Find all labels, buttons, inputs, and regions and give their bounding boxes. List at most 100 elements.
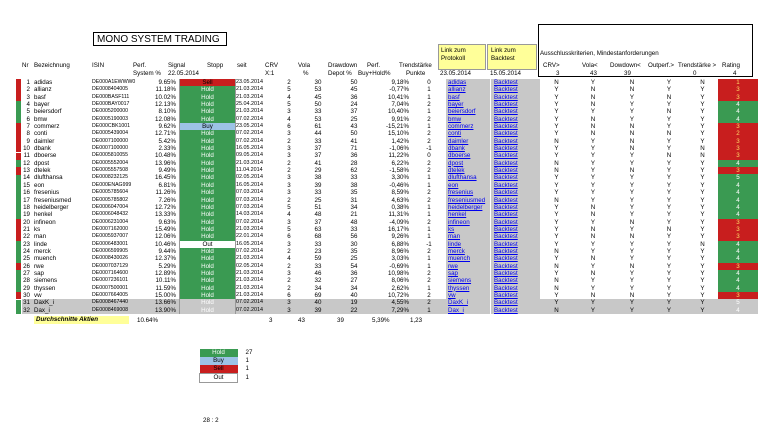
row-backtest-link[interactable]: Backtest (490, 211, 540, 219)
row-seit: 23.05.2014 (236, 123, 263, 130)
row-backtest-link[interactable]: Backtest (490, 203, 540, 212)
row-backtest-link[interactable]: Backtest (490, 277, 540, 285)
row-backtest-link[interactable]: Backtest (490, 137, 540, 146)
row-protokoll-link[interactable]: linde (446, 240, 491, 248)
row-nr: 3 (26, 93, 30, 101)
criteria-trend: Trendstärke > (678, 62, 717, 69)
row-buyhold: 10,41% (388, 93, 409, 101)
row-crit-crv: N (554, 79, 559, 86)
row-protokoll-link[interactable]: dlufthansa (446, 174, 491, 182)
row-backtest-link[interactable]: Backtest (490, 167, 540, 175)
header-crv-1: CRV (265, 62, 278, 69)
protokoll-header-1: Link zum (441, 47, 466, 54)
row-backtest-link[interactable]: Backtest (490, 145, 540, 153)
row-protokoll-link[interactable]: Dax_i (446, 306, 491, 314)
row-crit-outperf: Y (666, 79, 672, 86)
row-protokoll-link[interactable]: adidas (446, 79, 491, 87)
row-backtest-link[interactable]: Backtest (490, 108, 540, 116)
row-backtest-link[interactable]: Backtest (490, 115, 540, 124)
row-name: basf (34, 93, 46, 101)
row-protokoll-link[interactable]: bmw (446, 115, 491, 124)
row-backtest-link[interactable]: Backtest (490, 174, 540, 182)
row-buyhold: -0,69% (389, 262, 409, 270)
row-protokoll-link[interactable]: bayer (446, 101, 491, 109)
row-buyhold: 15,10% (388, 130, 409, 138)
row-crit-drawdown: Y (629, 196, 635, 204)
row-rating: 4 (718, 306, 758, 314)
row-backtest-link[interactable]: Backtest (490, 247, 540, 256)
row-backtest-link[interactable]: Backtest (490, 123, 540, 131)
row-backtest-link[interactable]: Backtest (490, 159, 540, 168)
row-protokoll-link[interactable]: sap (446, 269, 491, 278)
row-protokoll-link[interactable]: rwe (446, 262, 491, 270)
row-backtest-link[interactable]: Backtest (490, 196, 540, 204)
row-protokoll-link[interactable]: conti (446, 130, 491, 138)
row-drawdown: 33 (350, 174, 358, 182)
row-protokoll-link[interactable]: henkel (446, 211, 491, 219)
row-isin: DE0007037129 (92, 262, 129, 269)
row-protokoll-link[interactable]: allianz (446, 86, 491, 94)
row-protokoll-link[interactable]: fresenius (446, 189, 491, 197)
row-protokoll-link[interactable]: infineon (446, 218, 491, 226)
row-protokoll-link[interactable]: dbank (446, 145, 491, 153)
row-backtest-link[interactable]: Backtest (490, 218, 540, 226)
row-backtest-link[interactable]: Backtest (490, 306, 540, 314)
row-seit: 07.02.2014 (236, 137, 263, 144)
row-isin: DE0005439004 (92, 130, 129, 137)
row-vola: 37 (314, 152, 322, 160)
row-protokoll-link[interactable]: dboerse (446, 152, 491, 160)
row-backtest-link[interactable]: Backtest (490, 93, 540, 102)
row-crit-drawdown: Y (629, 108, 635, 116)
row-protokoll-link[interactable]: freseniusmed (446, 196, 491, 204)
row-backtest-link[interactable]: Backtest (490, 284, 540, 292)
row-vola: 25 (314, 196, 322, 204)
row-perf: 9.63% (158, 218, 176, 226)
row-crit-drawdown: Y (629, 189, 635, 197)
row-backtest-link[interactable]: Backtest (490, 269, 540, 278)
row-buyhold: -1,58% (389, 167, 409, 175)
row-backtest-link[interactable]: Backtest (490, 189, 540, 197)
row-backtest-link[interactable]: Backtest (490, 101, 540, 109)
row-backtest-link[interactable]: Backtest (490, 86, 540, 94)
row-protokoll-link[interactable]: basf (446, 93, 491, 102)
row-buyhold: 10,40% (388, 108, 409, 116)
row-protokoll-link[interactable]: merck (446, 247, 491, 256)
row-protokoll-link[interactable]: siemens (446, 277, 491, 285)
row-protokoll-link[interactable]: daimler (446, 137, 491, 146)
row-protokoll-link[interactable]: heidelberger (446, 203, 491, 212)
row-backtest-link[interactable]: Backtest (490, 240, 540, 248)
row-backtest-link[interactable]: Backtest (490, 262, 540, 270)
row-backtest-link[interactable]: Backtest (490, 233, 540, 241)
row-protokoll-link[interactable]: dtelek (446, 167, 491, 175)
row-crv: 5 (287, 203, 291, 211)
row-protokoll-link[interactable]: ks (446, 225, 491, 234)
row-isin: DE0007236101 (92, 277, 129, 284)
row-backtest-link[interactable]: Backtest (490, 130, 540, 138)
row-backtest-link[interactable]: Backtest (490, 152, 540, 160)
row-backtest-link[interactable]: Backtest (490, 291, 540, 300)
row-protokoll-link[interactable]: commerz (446, 123, 491, 131)
row-backtest-link[interactable]: Backtest (490, 79, 540, 87)
row-protokoll-link[interactable]: DaxK_i (446, 299, 491, 307)
row-marker (16, 292, 21, 300)
row-protokoll-link[interactable]: muench (446, 255, 491, 263)
row-protokoll-link[interactable]: thyssen (446, 284, 491, 292)
row-protokoll-link[interactable]: dpost (446, 159, 491, 168)
row-backtest-link[interactable]: Backtest (490, 181, 540, 190)
row-backtest-link[interactable]: Backtest (490, 225, 540, 234)
row-crit-crv: N (540, 306, 573, 314)
row-name: dbank (34, 145, 51, 153)
row-protokoll-link[interactable]: eon (446, 181, 491, 190)
row-crit-crv: Y (554, 189, 559, 197)
row-backtest-link[interactable]: Backtest (490, 299, 540, 307)
row-crit-outperf: Y (666, 115, 672, 123)
row-protokoll-link[interactable]: man (446, 233, 491, 241)
row-nr: 1 (26, 79, 30, 86)
row-protokoll-link[interactable]: vw (446, 291, 491, 300)
row-protokoll-link[interactable]: beiersdorf (446, 108, 491, 116)
row-buyhold: 4,63% (391, 196, 409, 204)
row-backtest-link[interactable]: Backtest (490, 255, 540, 263)
row-seit: 21.03.2014 (236, 93, 263, 100)
row-nr: 10 (23, 145, 30, 153)
row-signal: Hold (179, 211, 236, 219)
